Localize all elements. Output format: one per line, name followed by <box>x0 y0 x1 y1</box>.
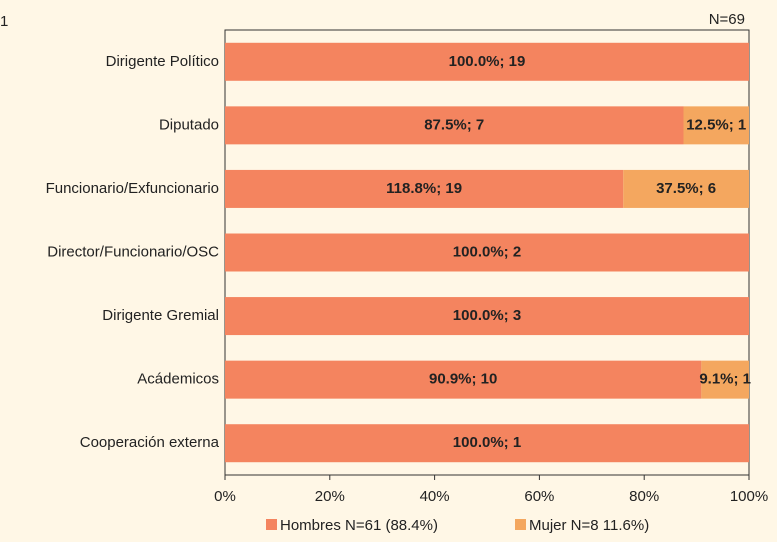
bar-segment <box>623 169 749 208</box>
x-tick-label: 80% <box>629 488 659 505</box>
data-label: 12.5%; 1 <box>686 116 746 133</box>
data-label: 118.8%; 19 <box>386 180 462 197</box>
chart-title: 1 <box>0 13 8 30</box>
y-tick-label: Dirigente Gremial <box>102 307 219 324</box>
y-tick-label: Director/Funcionario/OSC <box>47 243 219 260</box>
data-label: 90.9%; 10 <box>429 371 497 388</box>
x-tick-label: 40% <box>420 488 450 505</box>
data-label: 100.0%; 2 <box>453 243 521 260</box>
legend-swatch <box>515 519 526 530</box>
y-tick-label: Dirigente Político <box>106 53 219 70</box>
y-tick-label: Cooperación externa <box>80 434 220 451</box>
bar-segment <box>225 42 749 81</box>
x-tick-label: 60% <box>524 488 554 505</box>
y-tick-label: Acádemicos <box>137 371 219 388</box>
bar-segment <box>225 169 624 208</box>
bar-segment <box>225 297 749 336</box>
data-label: 100.0%; 1 <box>453 434 521 451</box>
data-label: 100.0%; 3 <box>453 307 521 324</box>
bar-segment <box>225 424 749 463</box>
legend-label: Hombres N=61 (88.4%) <box>280 517 438 534</box>
y-tick-label: Funcionario/Exfuncionario <box>46 180 219 197</box>
x-tick-label: 100% <box>730 488 768 505</box>
data-label: 37.5%; 6 <box>656 180 716 197</box>
x-tick-label: 0% <box>214 488 236 505</box>
x-tick-label: 20% <box>315 488 345 505</box>
bar-segment <box>225 106 684 145</box>
bar-segment <box>683 106 749 145</box>
bar-segment <box>701 360 749 399</box>
bar-segment <box>225 233 749 272</box>
data-label: 9.1%; 1 <box>699 371 751 388</box>
data-label: 87.5%; 7 <box>424 116 484 133</box>
legend-label: Mujer N=8 11.6%) <box>529 517 649 534</box>
bar-segment <box>225 360 702 399</box>
data-label: 100.0%; 19 <box>449 53 526 70</box>
legend-swatch <box>266 519 277 530</box>
annotation: N=69 <box>709 11 745 28</box>
y-tick-label: Diputado <box>159 116 219 133</box>
